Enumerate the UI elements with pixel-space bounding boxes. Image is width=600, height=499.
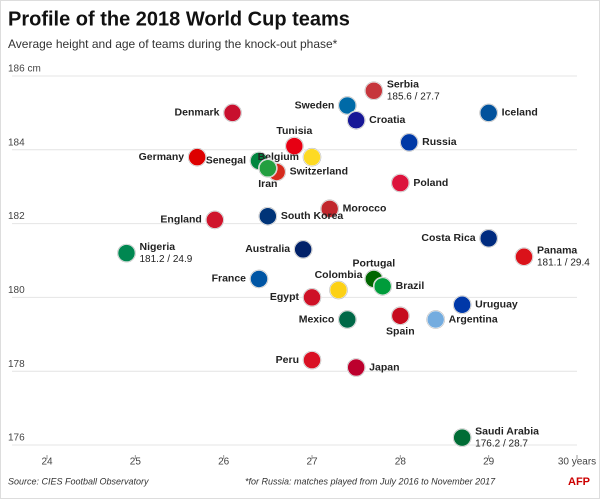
value-label: 181.2 / 24.9 — [140, 254, 193, 265]
team-label: Russia — [422, 136, 457, 148]
marker-shade — [514, 247, 534, 267]
x-tick-label: 28 — [395, 457, 407, 468]
marker-shade — [302, 147, 322, 167]
marker-shade — [320, 199, 339, 219]
marker-shade — [302, 288, 322, 307]
marker-shade — [364, 81, 384, 101]
team-label: Uruguay — [475, 299, 518, 311]
value-label: 181.1 / 29.4 — [537, 257, 590, 268]
team-label: Serbia — [387, 79, 419, 91]
team-label: Croatia — [369, 114, 405, 126]
marker-shade — [346, 110, 366, 130]
marker-shade — [223, 103, 242, 123]
team-label: Saudi Arabia — [475, 425, 539, 437]
x-tick-label: 30 years — [558, 457, 596, 468]
marker-shade — [479, 103, 498, 123]
chart-title: Profile of the 2018 World Cup teams — [8, 8, 350, 30]
marker-shade — [373, 277, 392, 296]
team-label: Mexico — [299, 313, 335, 325]
team-label: Morocco — [343, 203, 387, 215]
team-label: Poland — [413, 177, 448, 189]
y-tick-label: 178 — [8, 359, 25, 370]
team-label: Peru — [276, 354, 299, 366]
marker-shade — [302, 350, 322, 370]
team-label: Denmark — [175, 107, 220, 119]
marker-shade — [258, 158, 278, 178]
marker-shade — [329, 280, 348, 300]
marker-shade — [426, 310, 445, 329]
team-label: Tunisia — [276, 125, 312, 137]
marker-shade — [391, 173, 410, 193]
team-label: South Korea — [281, 210, 344, 222]
y-tick-label: 186 cm — [8, 64, 41, 75]
marker-shade — [399, 133, 419, 152]
team-label: Panama — [537, 245, 577, 257]
credit: AFP — [568, 476, 590, 488]
team-label: Iran — [258, 178, 277, 190]
x-tick-label: 26 — [218, 457, 230, 468]
team-label: Nigeria — [140, 241, 176, 253]
team-label: Portugal — [353, 258, 396, 270]
team-label: Senegal — [206, 155, 246, 167]
value-label: 185.6 / 27.7 — [387, 91, 440, 102]
team-label: Sweden — [295, 99, 335, 111]
note: *for Russia: matches played from July 20… — [245, 476, 496, 486]
team-label: England — [160, 214, 201, 226]
marker-shade — [117, 243, 136, 263]
team-label: Colombia — [315, 269, 363, 281]
marker-shade — [452, 295, 472, 315]
y-tick-label: 180 — [8, 285, 25, 296]
marker-shade — [285, 136, 304, 156]
marker-shade — [338, 310, 357, 329]
x-tick-label: 24 — [41, 457, 53, 468]
team-label: France — [212, 273, 247, 285]
team-label: Australia — [245, 243, 290, 255]
x-tick-label: 27 — [306, 457, 318, 468]
marker-shade — [479, 229, 498, 248]
team-label: Brazil — [396, 280, 425, 292]
marker-shade — [187, 147, 207, 167]
x-tick-label: 25 — [130, 457, 142, 468]
x-tick-label: 29 — [483, 457, 495, 468]
team-label: Germany — [139, 151, 185, 163]
value-label: 176.2 / 28.7 — [475, 438, 528, 449]
marker-shade — [346, 358, 366, 377]
team-label: Spain — [386, 326, 415, 338]
y-tick-label: 176 — [8, 433, 25, 444]
team-label: Egypt — [270, 291, 300, 303]
marker-shade — [391, 306, 410, 326]
team-label: Iceland — [502, 107, 538, 119]
team-label: Argentina — [449, 313, 498, 325]
marker-shade — [452, 428, 472, 447]
chart-subtitle: Average height and age of teams during t… — [8, 37, 338, 51]
marker-shade — [338, 96, 357, 115]
marker-shade — [258, 206, 278, 226]
team-label: Japan — [369, 361, 399, 373]
source: Source: CIES Football Observatory — [8, 476, 149, 486]
marker-shade — [249, 269, 269, 289]
marker-shade — [205, 210, 225, 230]
y-tick-label: 184 — [8, 137, 25, 148]
marker-shade — [293, 240, 313, 259]
team-label: Costa Rica — [421, 232, 475, 244]
y-tick-label: 182 — [8, 211, 25, 222]
team-label: Switzerland — [290, 166, 348, 178]
